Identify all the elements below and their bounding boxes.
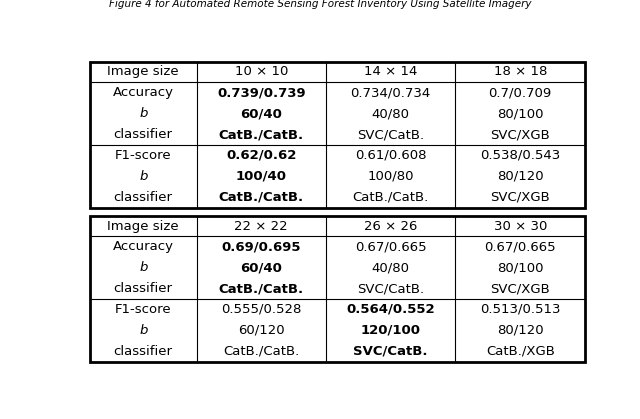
Text: 0.739/0.739: 0.739/0.739 xyxy=(217,86,306,99)
Text: classifier: classifier xyxy=(114,191,173,204)
Text: classifier: classifier xyxy=(114,282,173,295)
Text: 40/80: 40/80 xyxy=(372,107,410,120)
Text: CatB./CatB.: CatB./CatB. xyxy=(219,128,304,141)
Text: 60/40: 60/40 xyxy=(241,107,282,120)
Text: 0.67/0.665: 0.67/0.665 xyxy=(355,241,426,253)
Text: classifier: classifier xyxy=(114,128,173,141)
Text: F1-score: F1-score xyxy=(115,303,172,316)
Bar xyxy=(90,216,585,362)
Text: 26 × 26: 26 × 26 xyxy=(364,220,417,233)
Text: 80/100: 80/100 xyxy=(497,261,543,274)
Text: Image size: Image size xyxy=(108,220,179,233)
Text: 0.734/0.734: 0.734/0.734 xyxy=(351,86,431,99)
Text: SVC/CatB.: SVC/CatB. xyxy=(353,345,428,358)
Text: 0.513/0.513: 0.513/0.513 xyxy=(480,303,561,316)
Text: 30 × 30: 30 × 30 xyxy=(493,220,547,233)
Text: CatB./XGB: CatB./XGB xyxy=(486,345,555,358)
Text: 100/80: 100/80 xyxy=(367,170,414,183)
Text: 0.61/0.608: 0.61/0.608 xyxy=(355,149,426,162)
Text: 40/80: 40/80 xyxy=(372,261,410,274)
Text: F1-score: F1-score xyxy=(115,149,172,162)
Text: 60/120: 60/120 xyxy=(238,324,285,337)
Text: CatB./CatB.: CatB./CatB. xyxy=(353,191,429,204)
Text: 60/40: 60/40 xyxy=(241,261,282,274)
Text: 0.538/0.543: 0.538/0.543 xyxy=(480,149,561,162)
Text: b: b xyxy=(139,170,147,183)
Text: b: b xyxy=(139,107,147,120)
Text: Accuracy: Accuracy xyxy=(113,86,173,99)
Text: CatB./CatB.: CatB./CatB. xyxy=(219,191,304,204)
Text: 0.555/0.528: 0.555/0.528 xyxy=(221,303,301,316)
Text: Accuracy: Accuracy xyxy=(113,241,173,253)
Text: 0.62/0.62: 0.62/0.62 xyxy=(226,149,296,162)
Text: CatB./CatB.: CatB./CatB. xyxy=(223,345,300,358)
Text: 0.7/0.709: 0.7/0.709 xyxy=(488,86,552,99)
Text: 0.69/0.695: 0.69/0.695 xyxy=(221,241,301,253)
Text: 0.564/0.552: 0.564/0.552 xyxy=(346,303,435,316)
Text: 22 × 22: 22 × 22 xyxy=(234,220,288,233)
Text: SVC/XGB: SVC/XGB xyxy=(490,282,550,295)
Text: b: b xyxy=(139,261,147,274)
Text: SVC/CatB.: SVC/CatB. xyxy=(357,282,424,295)
Text: 80/120: 80/120 xyxy=(497,170,543,183)
Text: 100/40: 100/40 xyxy=(236,170,287,183)
Text: b: b xyxy=(139,324,147,337)
Text: classifier: classifier xyxy=(114,345,173,358)
Text: 18 × 18: 18 × 18 xyxy=(493,65,547,78)
Text: CatB./CatB.: CatB./CatB. xyxy=(219,282,304,295)
Text: 120/100: 120/100 xyxy=(361,324,420,337)
Text: Figure 4 for Automated Remote Sensing Forest Inventory Using Satellite Imagery: Figure 4 for Automated Remote Sensing Fo… xyxy=(109,0,531,9)
Text: 80/100: 80/100 xyxy=(497,107,543,120)
Text: SVC/XGB: SVC/XGB xyxy=(490,191,550,204)
Text: Image size: Image size xyxy=(108,65,179,78)
Text: 14 × 14: 14 × 14 xyxy=(364,65,417,78)
Bar xyxy=(90,62,585,207)
Text: 0.67/0.665: 0.67/0.665 xyxy=(484,241,556,253)
Text: SVC/XGB: SVC/XGB xyxy=(490,128,550,141)
Text: SVC/CatB.: SVC/CatB. xyxy=(357,128,424,141)
Text: 10 × 10: 10 × 10 xyxy=(235,65,288,78)
Text: 80/120: 80/120 xyxy=(497,324,543,337)
